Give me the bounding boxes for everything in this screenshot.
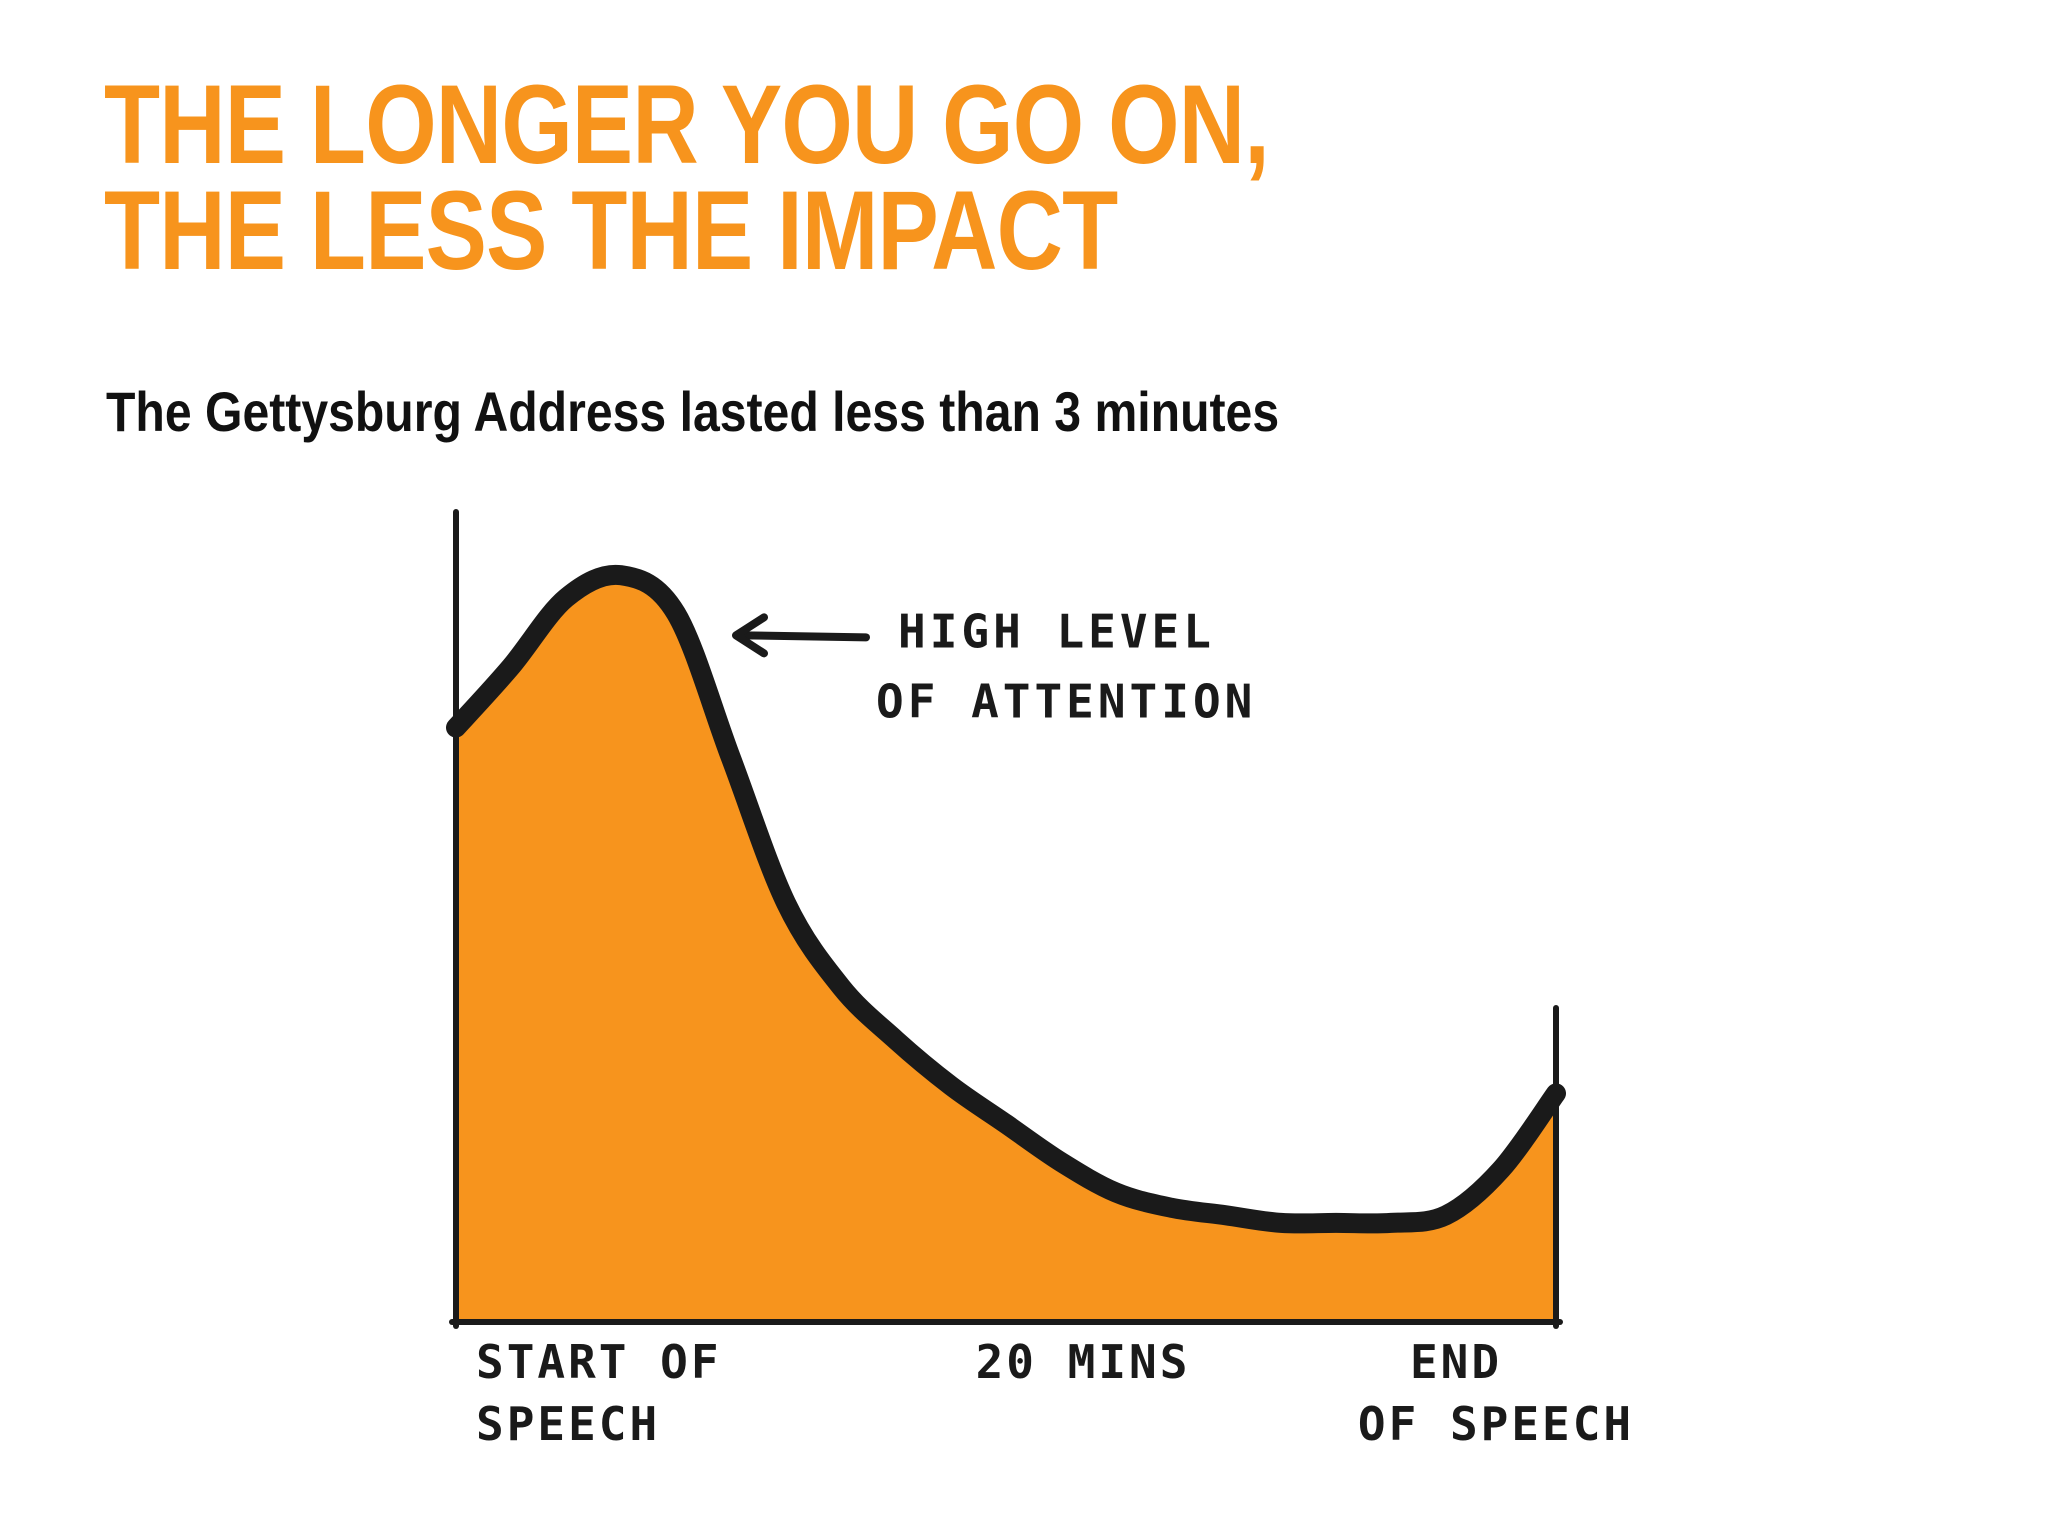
annotation-layer: HIGH LEVEL OF ATTENTION (732, 604, 1256, 728)
tick-label-layer: START OF SPEECH 20 MINS END OF SPEECH (476, 1335, 1634, 1451)
page-title: THE LONGER YOU GO ON, THE LESS THE IMPAC… (104, 62, 1270, 293)
annotation-line-0: HIGH LEVEL (898, 604, 1215, 658)
x-tick-label-0: START OF SPEECH (476, 1335, 722, 1451)
title-line-1: THE LONGER YOU GO ON, (104, 62, 1270, 187)
x-tick-label-1-line-0: 20 MINS (976, 1335, 1191, 1389)
subtitle-emphasis: 3 minutes (1054, 380, 1280, 443)
x-tick-label-2-line-1: OF SPEECH (1358, 1397, 1634, 1451)
axis-layer (449, 509, 1563, 1329)
page-subtitle: The Gettysburg Address lasted less than … (106, 382, 1279, 442)
annotation-arrow-shaft (740, 631, 870, 642)
x-tick-label-2-line-0: END (1410, 1335, 1502, 1389)
x-tick-label-1: 20 MINS (976, 1335, 1191, 1389)
title-line-2: THE LESS THE IMPACT (104, 168, 1118, 293)
attention-curve (446, 564, 1566, 1234)
curve-layer (446, 564, 1566, 1234)
annotation-line-1: OF ATTENTION (876, 674, 1256, 728)
x-tick-label-2: END OF SPEECH (1358, 1335, 1634, 1451)
annotation-0: HIGH LEVEL OF ATTENTION (732, 604, 1256, 728)
subtitle-text: The Gettysburg Address lasted less than (106, 380, 1055, 443)
x-tick-label-0-line-1: SPEECH (476, 1397, 660, 1451)
arrow-left-icon (732, 613, 768, 658)
x-tick-label-0-line-0: START OF (476, 1335, 722, 1389)
